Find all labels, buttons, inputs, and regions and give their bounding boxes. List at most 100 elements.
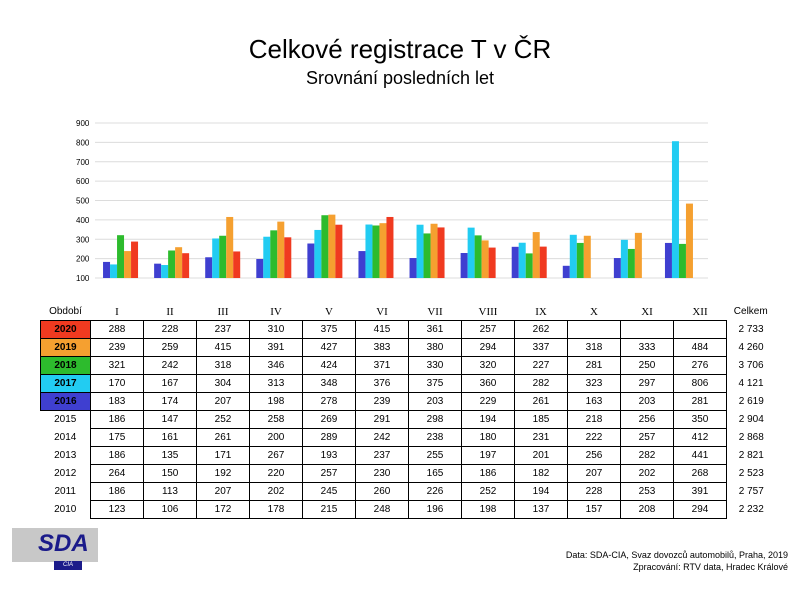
- value-cell: 304: [196, 374, 250, 393]
- value-cell: 203: [620, 392, 674, 411]
- value-cell: 289: [302, 428, 356, 447]
- bar-2018-IV: [270, 230, 278, 278]
- year-cell: 2011: [54, 486, 76, 497]
- value-cell: 202: [249, 482, 303, 501]
- source-note: Data: SDA-CIA, Svaz dovozců automobilů, …: [565, 550, 788, 560]
- bar-2019-IV: [277, 221, 285, 278]
- value-cell: 218: [567, 410, 621, 429]
- bar-2018-XI: [627, 248, 635, 278]
- total-cell: 2 868: [738, 432, 764, 443]
- value-cell: [567, 320, 621, 339]
- value-cell: 238: [408, 428, 462, 447]
- value-cell: 320: [461, 356, 515, 375]
- value-cell: 186: [90, 482, 144, 501]
- value-cell: 261: [196, 428, 250, 447]
- bar-2017-IX: [518, 242, 526, 278]
- table-row: 2011 186 113 207 202 245 260 226 252 194 228 253 391…: [41, 482, 776, 501]
- bar-2019-VI: [379, 223, 387, 278]
- value-cell: 180: [461, 428, 515, 447]
- bar-2017-VI: [365, 224, 373, 278]
- bar-2020-III: [233, 251, 241, 278]
- value-cell: 262: [514, 320, 568, 339]
- value-cell: 391: [673, 482, 727, 501]
- total-cell: 2 232: [738, 504, 764, 515]
- value-cell: 441: [673, 446, 727, 465]
- value-cell: 268: [673, 464, 727, 483]
- value-cell: 248: [355, 500, 409, 519]
- value-cell: 186: [90, 410, 144, 429]
- value-cell: 198: [249, 392, 303, 411]
- value-cell: 291: [355, 410, 409, 429]
- value-cell: 178: [249, 500, 303, 519]
- bar-2016-VIII: [460, 253, 468, 278]
- value-cell: 282: [620, 446, 674, 465]
- value-cell: 269: [302, 410, 356, 429]
- year-cell: 2020: [40, 320, 91, 339]
- value-cell: 256: [567, 446, 621, 465]
- logo-text: SDA: [38, 530, 89, 557]
- value-cell: 298: [408, 410, 462, 429]
- y-tick-label: 700: [76, 158, 90, 167]
- value-cell: 350: [673, 410, 727, 429]
- value-cell: 172: [196, 500, 250, 519]
- value-cell: 185: [514, 410, 568, 429]
- bar-chart: 900 800 700 600 500 400 300 200 100: [76, 119, 708, 283]
- value-cell: 484: [673, 338, 727, 357]
- total-cell: 2 821: [738, 450, 764, 461]
- value-cell: 203: [408, 392, 462, 411]
- value-cell: 182: [514, 464, 568, 483]
- month-header: XI: [641, 305, 653, 318]
- value-cell: 258: [249, 410, 303, 429]
- bar-2018-I: [117, 235, 125, 278]
- value-cell: 202: [620, 464, 674, 483]
- value-cell: 157: [567, 500, 621, 519]
- value-cell: 242: [143, 356, 197, 375]
- bar-2020-IX: [539, 246, 547, 278]
- bar-2017-VIII: [467, 227, 475, 278]
- value-cell: 200: [249, 428, 303, 447]
- year-cell: 2017: [40, 374, 91, 393]
- bar-2018-VII: [423, 233, 431, 278]
- value-cell: 207: [196, 482, 250, 501]
- bar-2018-VIII: [474, 235, 482, 278]
- value-cell: 193: [302, 446, 356, 465]
- year-cell: 2013: [54, 450, 77, 461]
- total-cell: 4 121: [738, 378, 764, 389]
- value-cell: 150: [143, 464, 197, 483]
- bar-2018-IX: [525, 253, 533, 278]
- bar-2016-V: [307, 243, 315, 278]
- bar-2019-I: [124, 251, 132, 278]
- value-cell: 207: [567, 464, 621, 483]
- value-cell: 250: [620, 356, 674, 375]
- total-cell: 2 757: [738, 486, 764, 497]
- month-header: IV: [270, 305, 282, 318]
- bar-2017-II: [161, 265, 169, 278]
- value-cell: 321: [90, 356, 144, 375]
- bar-2016-VI: [358, 251, 366, 278]
- bar-2018-XII: [678, 243, 686, 278]
- bar-2017-IV: [263, 236, 271, 278]
- value-cell: 198: [461, 500, 515, 519]
- value-cell: 310: [249, 320, 303, 339]
- value-cell: 281: [567, 356, 621, 375]
- value-cell: 256: [620, 410, 674, 429]
- total-header: Celkem: [733, 306, 768, 318]
- processed-note: Zpracování: RTV data, Hradec Králové: [633, 562, 788, 572]
- y-tick-label: 100: [76, 274, 90, 283]
- value-cell: 252: [461, 482, 515, 501]
- bar-2019-VIII: [481, 240, 489, 278]
- value-cell: 222: [567, 428, 621, 447]
- value-cell: 282: [514, 374, 568, 393]
- value-cell: 252: [196, 410, 250, 429]
- value-cell: 194: [461, 410, 515, 429]
- value-cell: 257: [302, 464, 356, 483]
- bar-2020-II: [182, 253, 190, 278]
- value-cell: 257: [620, 428, 674, 447]
- value-cell: 228: [143, 320, 197, 339]
- value-cell: 163: [567, 392, 621, 411]
- y-tick-label: 300: [76, 235, 90, 244]
- year-cell: 2019: [40, 338, 91, 357]
- bar-2016-IX: [511, 246, 519, 278]
- value-cell: 201: [514, 446, 568, 465]
- bar-2020-V: [335, 224, 343, 278]
